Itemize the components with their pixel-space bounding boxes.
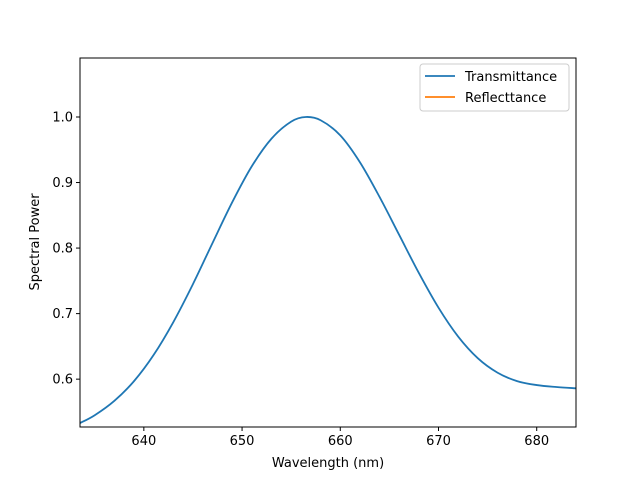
y-tick-label: 0.7 (52, 307, 73, 322)
series-line-transmittance (79, 116, 577, 424)
legend-box (419, 63, 570, 112)
y-tick-label: 1.0 (52, 110, 73, 125)
x-tick-label: 670 (426, 434, 451, 449)
x-tick-label: 650 (230, 434, 255, 449)
y-tick-label: 0.8 (52, 242, 73, 257)
x-tick-label: 640 (131, 434, 156, 449)
x-axis-label: Wavelength (nm) (272, 456, 384, 471)
y-tick-label: 0.9 (52, 176, 73, 191)
y-tick-label: 0.6 (52, 373, 73, 388)
series-layer (79, 116, 577, 424)
ticks-layer: 640 650 660 670 680 0.6 0.7 0.8 0.9 1.0 (52, 110, 549, 449)
plot-frame (79, 57, 577, 428)
x-tick-label: 660 (328, 434, 353, 449)
y-axis-label: Spectral Power (28, 193, 43, 291)
x-tick-label: 680 (524, 434, 549, 449)
legend-label-transmittance: Transmittance (464, 70, 557, 85)
legend-label-reflecttance: Reflecttance (465, 91, 546, 106)
legend: Transmittance Reflecttance (419, 63, 570, 112)
